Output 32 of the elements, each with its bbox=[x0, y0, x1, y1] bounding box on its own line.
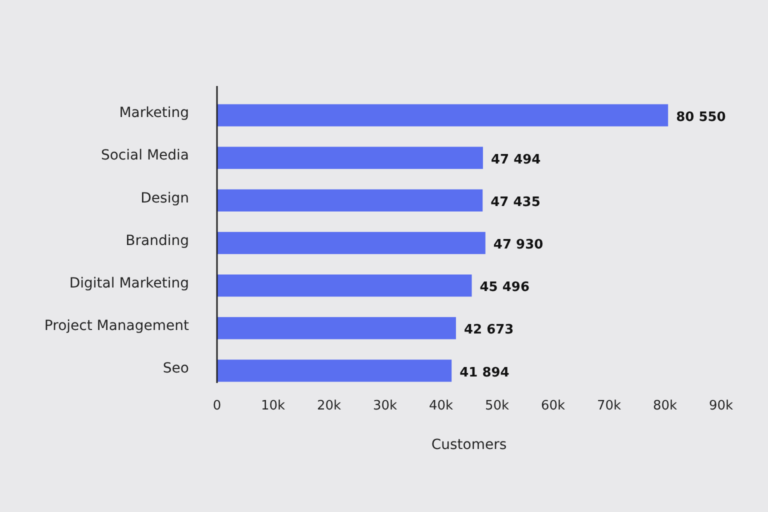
x-tick-label: 50k bbox=[484, 398, 510, 414]
y-tick-label: Digital Marketing bbox=[69, 275, 189, 292]
y-tick-label: Social Media bbox=[100, 148, 189, 164]
y-tick-label: Design bbox=[140, 190, 189, 206]
x-tick-label: 20k bbox=[316, 398, 342, 414]
x-axis-title: Customers bbox=[431, 436, 507, 453]
data-label: 47 435 bbox=[490, 194, 540, 210]
x-tick-label: 10k bbox=[260, 398, 286, 414]
y-tick-label: Marketing bbox=[119, 105, 189, 122]
x-tick-label: 80k bbox=[652, 398, 678, 414]
bar bbox=[217, 146, 483, 169]
x-tick-label: 60k bbox=[540, 398, 566, 414]
y-tick-label: Project Management bbox=[44, 318, 190, 334]
bar bbox=[217, 274, 472, 297]
data-label: 45 496 bbox=[480, 280, 530, 296]
x-tick-label: 70k bbox=[596, 398, 622, 414]
bar bbox=[217, 189, 483, 212]
x-tick-label: 0 bbox=[212, 398, 222, 414]
data-label: 41 894 bbox=[460, 365, 510, 380]
bar bbox=[217, 360, 452, 382]
data-label: 47 494 bbox=[490, 152, 541, 168]
x-tick-label: 40k bbox=[428, 398, 454, 414]
data-label: 80 550 bbox=[676, 110, 726, 125]
bar bbox=[217, 317, 456, 340]
bar bbox=[217, 104, 668, 126]
x-tick-label: 30k bbox=[372, 398, 398, 414]
y-tick-label: Seo bbox=[162, 360, 189, 377]
data-label: 42 673 bbox=[464, 322, 514, 338]
data-label: 47 930 bbox=[493, 238, 544, 253]
x-tick-label: 90k bbox=[708, 398, 734, 414]
y-tick-label: Branding bbox=[126, 232, 189, 249]
bar bbox=[217, 232, 486, 254]
